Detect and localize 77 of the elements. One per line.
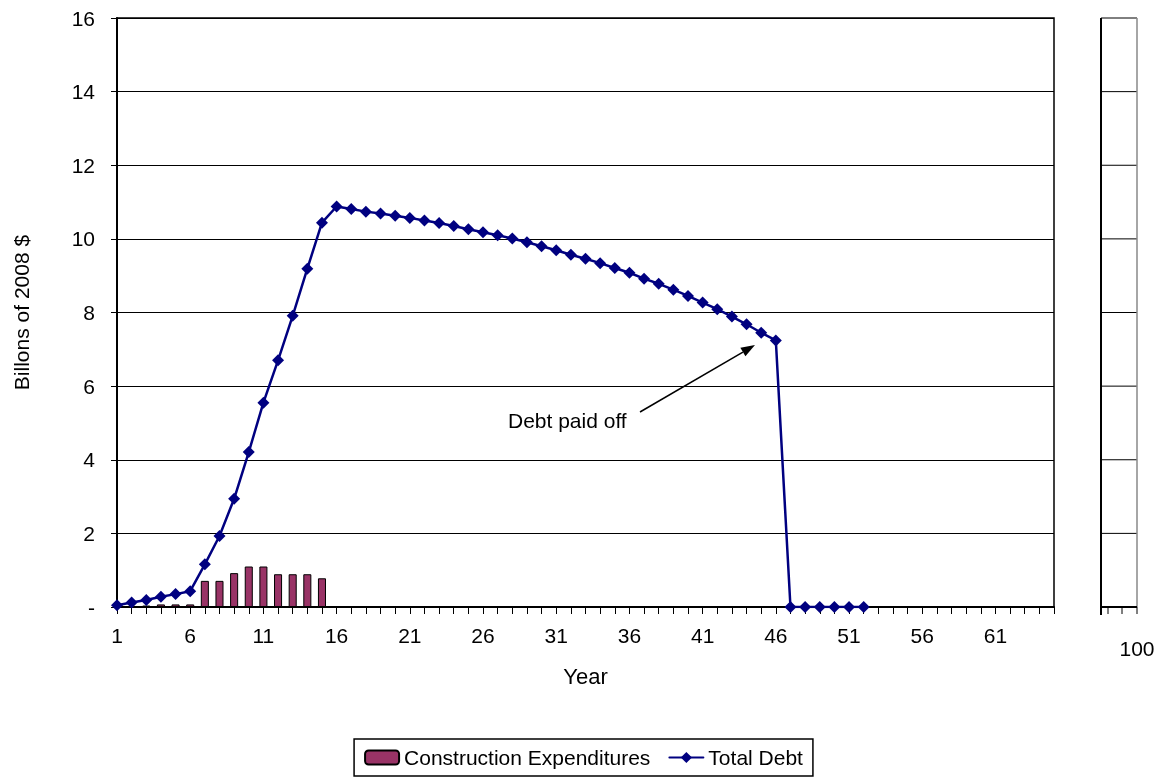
point bbox=[520, 236, 533, 249]
point bbox=[462, 223, 475, 236]
point bbox=[330, 200, 343, 213]
legend-label: Total Debt bbox=[708, 746, 804, 769]
point bbox=[154, 590, 167, 603]
point bbox=[345, 203, 358, 216]
point bbox=[257, 396, 270, 409]
y-tick-label: 4 bbox=[83, 448, 96, 472]
point bbox=[198, 558, 211, 571]
point bbox=[418, 214, 431, 227]
point bbox=[828, 601, 841, 613]
point bbox=[813, 601, 826, 613]
x-tick-label: 41 bbox=[690, 624, 715, 647]
point bbox=[477, 226, 490, 239]
point bbox=[491, 229, 504, 242]
point bbox=[784, 601, 797, 613]
point bbox=[535, 240, 548, 253]
point bbox=[506, 232, 519, 245]
point bbox=[315, 216, 328, 229]
point bbox=[301, 262, 314, 275]
point bbox=[857, 601, 870, 613]
x-axis-title: Year bbox=[563, 663, 608, 689]
x-tick-label: 46 bbox=[764, 624, 788, 647]
point bbox=[389, 209, 402, 222]
y-tick-label: 14 bbox=[71, 80, 96, 104]
point bbox=[272, 354, 285, 367]
y-tick-label: - bbox=[88, 595, 95, 619]
x-tick-label: 26 bbox=[471, 624, 495, 647]
point bbox=[667, 283, 680, 296]
y-tick-label: 6 bbox=[83, 374, 95, 398]
point bbox=[433, 217, 446, 230]
point bbox=[564, 248, 577, 261]
x-tick-label: 21 bbox=[398, 624, 422, 647]
y-tick-label: 10 bbox=[71, 227, 95, 251]
x-tick-label: 56 bbox=[910, 624, 934, 647]
point bbox=[769, 334, 782, 347]
point bbox=[638, 272, 651, 285]
point bbox=[652, 277, 665, 290]
x-tick-label: 11 bbox=[252, 624, 275, 647]
y-axis-title: Billons of 2008 $ bbox=[10, 234, 33, 391]
point bbox=[681, 289, 694, 302]
point bbox=[594, 257, 607, 270]
point bbox=[242, 446, 255, 459]
point bbox=[169, 588, 182, 601]
point bbox=[213, 529, 226, 542]
x-tick-label: 1 bbox=[111, 624, 123, 647]
point bbox=[755, 326, 768, 339]
point bbox=[140, 594, 153, 607]
x-tick-label: 31 bbox=[544, 624, 568, 647]
point bbox=[125, 596, 138, 609]
point bbox=[608, 261, 621, 274]
point bbox=[374, 207, 387, 220]
point bbox=[403, 211, 416, 224]
point bbox=[696, 296, 709, 309]
point bbox=[184, 585, 197, 598]
y-tick-label: 12 bbox=[71, 153, 95, 177]
point bbox=[286, 309, 299, 322]
point bbox=[359, 205, 372, 218]
point bbox=[725, 310, 738, 323]
x-tick-label: 16 bbox=[324, 624, 349, 647]
point bbox=[711, 303, 724, 316]
x-tick-label: 36 bbox=[617, 624, 642, 647]
x-tick-label: 51 bbox=[837, 624, 861, 647]
text: 100 bbox=[1119, 637, 1155, 661]
y-tick-label: 2 bbox=[83, 521, 95, 545]
legend-label: Construction Expenditures bbox=[404, 746, 651, 769]
annotation: Debt paid off bbox=[508, 409, 627, 433]
point bbox=[579, 252, 592, 265]
point bbox=[623, 266, 636, 279]
x-tick-label: 6 bbox=[184, 624, 197, 647]
point bbox=[228, 492, 241, 505]
point bbox=[447, 219, 460, 232]
point bbox=[550, 244, 563, 257]
y-tick-label: 16 bbox=[71, 6, 95, 30]
point bbox=[740, 318, 753, 331]
y-tick-label: 8 bbox=[83, 301, 95, 324]
x-tick-label: 61 bbox=[983, 624, 1008, 647]
